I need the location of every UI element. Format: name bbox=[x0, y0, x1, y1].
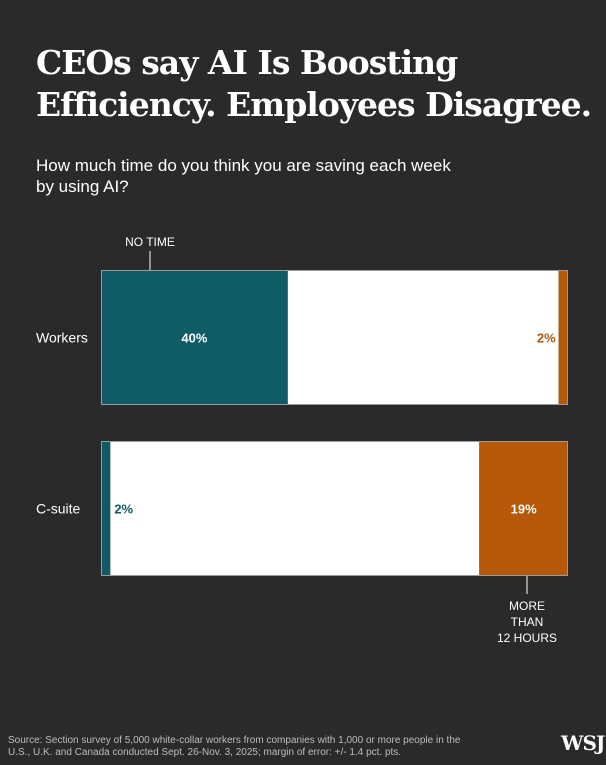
wsj-logo: WSJ bbox=[561, 731, 605, 755]
value-label-workers-no-time: 40% bbox=[181, 331, 207, 346]
annotation-more-than-line-0: MORE bbox=[509, 599, 545, 613]
chart-subtitle: How much time do you think you are savin… bbox=[36, 156, 451, 196]
annotation-no-time: NO TIME bbox=[125, 235, 175, 249]
source-note: Source: Section survey of 5,000 white-co… bbox=[8, 735, 461, 758]
value-label-workers-12-hours: 2% bbox=[537, 331, 556, 346]
bar-outline-c-suite bbox=[101, 441, 568, 576]
value-label-c-suite-no-time: 2% bbox=[114, 502, 133, 517]
headline: CEOs say AI Is Boosting Efficiency. Empl… bbox=[36, 43, 592, 124]
bar-workers-segment-0 bbox=[101, 270, 288, 405]
annotation-more-than-line-2: 12 HOURS bbox=[497, 631, 557, 645]
bar-outline-workers bbox=[101, 270, 568, 405]
bar-c-suite-segment-2 bbox=[479, 441, 568, 576]
category-label-workers: Workers bbox=[36, 330, 88, 346]
annotation-more-than-line-1: THAN bbox=[511, 615, 544, 629]
bar-workers-segment-1 bbox=[287, 270, 559, 405]
category-label-c-suite: C-suite bbox=[36, 501, 81, 517]
bar-c-suite-segment-1 bbox=[110, 441, 480, 576]
value-label-c-suite-12-hours: 19% bbox=[511, 502, 537, 517]
bar-workers-segment-2 bbox=[558, 270, 568, 405]
bar-c-suite-segment-0 bbox=[101, 441, 111, 576]
